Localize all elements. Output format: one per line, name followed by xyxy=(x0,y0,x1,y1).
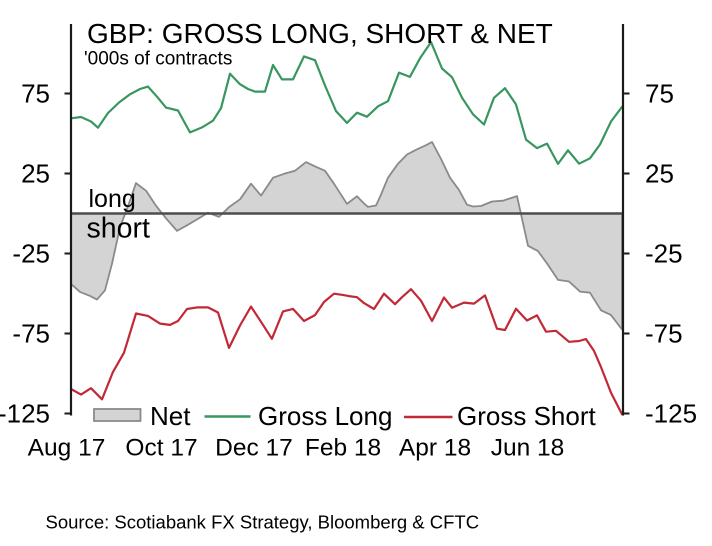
x-label-dec-17: Dec 17 xyxy=(215,435,293,462)
y-label-right--75: -75 xyxy=(645,319,683,349)
y-axis-labels-right: 75 25 -25 -75 -125 xyxy=(645,79,697,429)
y-label-left--25: -25 xyxy=(12,239,50,269)
line-series-group xyxy=(69,40,624,416)
gross-short-line xyxy=(69,288,624,416)
legend: Net Gross Long Gross Short xyxy=(93,401,596,431)
y-label-left-25: 25 xyxy=(21,159,50,189)
legend-net-label: Net xyxy=(150,401,191,431)
chart-title: GBP: GROSS LONG, SHORT & NET xyxy=(87,18,553,49)
x-label-jun-18: Jun 18 xyxy=(491,435,565,462)
y-label-right--25: -25 xyxy=(645,239,683,269)
chart-subtitle: '000s of contracts xyxy=(84,49,232,70)
net-area-series xyxy=(70,141,623,331)
source-note: Source: Scotiabank FX Strategy, Bloomber… xyxy=(46,512,480,533)
legend-gross-short-label: Gross Short xyxy=(457,401,596,431)
axes-group xyxy=(64,24,630,416)
legend-gross-long-label: Gross Long xyxy=(258,401,392,431)
gross-long-line xyxy=(69,40,624,165)
x-label-aug-17: Aug 17 xyxy=(28,435,106,462)
net-area xyxy=(70,141,623,331)
x-axis-labels: Aug 17 Oct 17 Dec 17 Feb 18 Apr 18 Jun 18 xyxy=(28,435,565,462)
legend-net-swatch xyxy=(93,408,142,422)
x-label-apr-18: Apr 18 xyxy=(399,435,471,462)
y-label-right--125: -125 xyxy=(645,399,697,429)
y-label-right-75: 75 xyxy=(645,79,674,109)
y-label-left--125: -125 xyxy=(0,399,50,429)
long-zone-label: long xyxy=(89,185,136,213)
y-axis-labels-left: 75 25 -25 -75 -125 xyxy=(0,79,50,429)
short-zone-label: short xyxy=(87,213,150,245)
y-label-left--75: -75 xyxy=(12,319,50,349)
x-label-feb-18: Feb 18 xyxy=(305,435,381,462)
x-label-oct-17: Oct 17 xyxy=(125,435,197,462)
y-label-right-25: 25 xyxy=(645,159,674,189)
y-label-left-75: 75 xyxy=(21,79,50,109)
